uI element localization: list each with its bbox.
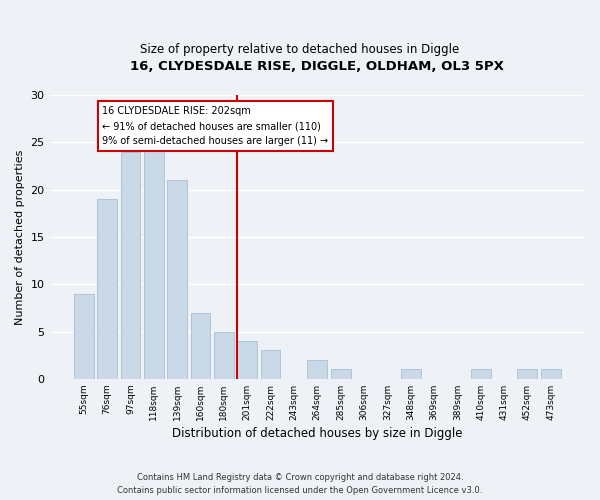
Bar (331, 370, 350, 379)
Bar (97, 199, 117, 379)
Title: 16, CLYDESDALE RISE, DIGGLE, OLDHAM, OL3 5PX: 16, CLYDESDALE RISE, DIGGLE, OLDHAM, OL3… (130, 60, 504, 73)
Bar (307, 360, 327, 379)
Y-axis label: Number of detached properties: Number of detached properties (15, 149, 25, 324)
Bar (144, 142, 164, 379)
Bar (121, 152, 140, 379)
Text: Contains HM Land Registry data © Crown copyright and database right 2024.
Contai: Contains HM Land Registry data © Crown c… (118, 473, 482, 495)
Bar (74, 294, 94, 379)
Bar (260, 350, 280, 379)
Text: Size of property relative to detached houses in Diggle: Size of property relative to detached ho… (140, 42, 460, 56)
Bar (471, 370, 491, 379)
Bar (541, 370, 560, 379)
Bar (238, 341, 257, 379)
Bar (191, 312, 211, 379)
Bar (214, 332, 234, 379)
Bar (167, 180, 187, 379)
X-axis label: Distribution of detached houses by size in Diggle: Distribution of detached houses by size … (172, 427, 463, 440)
Text: 16 CLYDESDALE RISE: 202sqm
← 91% of detached houses are smaller (110)
9% of semi: 16 CLYDESDALE RISE: 202sqm ← 91% of deta… (103, 106, 329, 146)
Bar (401, 370, 421, 379)
Bar (517, 370, 538, 379)
